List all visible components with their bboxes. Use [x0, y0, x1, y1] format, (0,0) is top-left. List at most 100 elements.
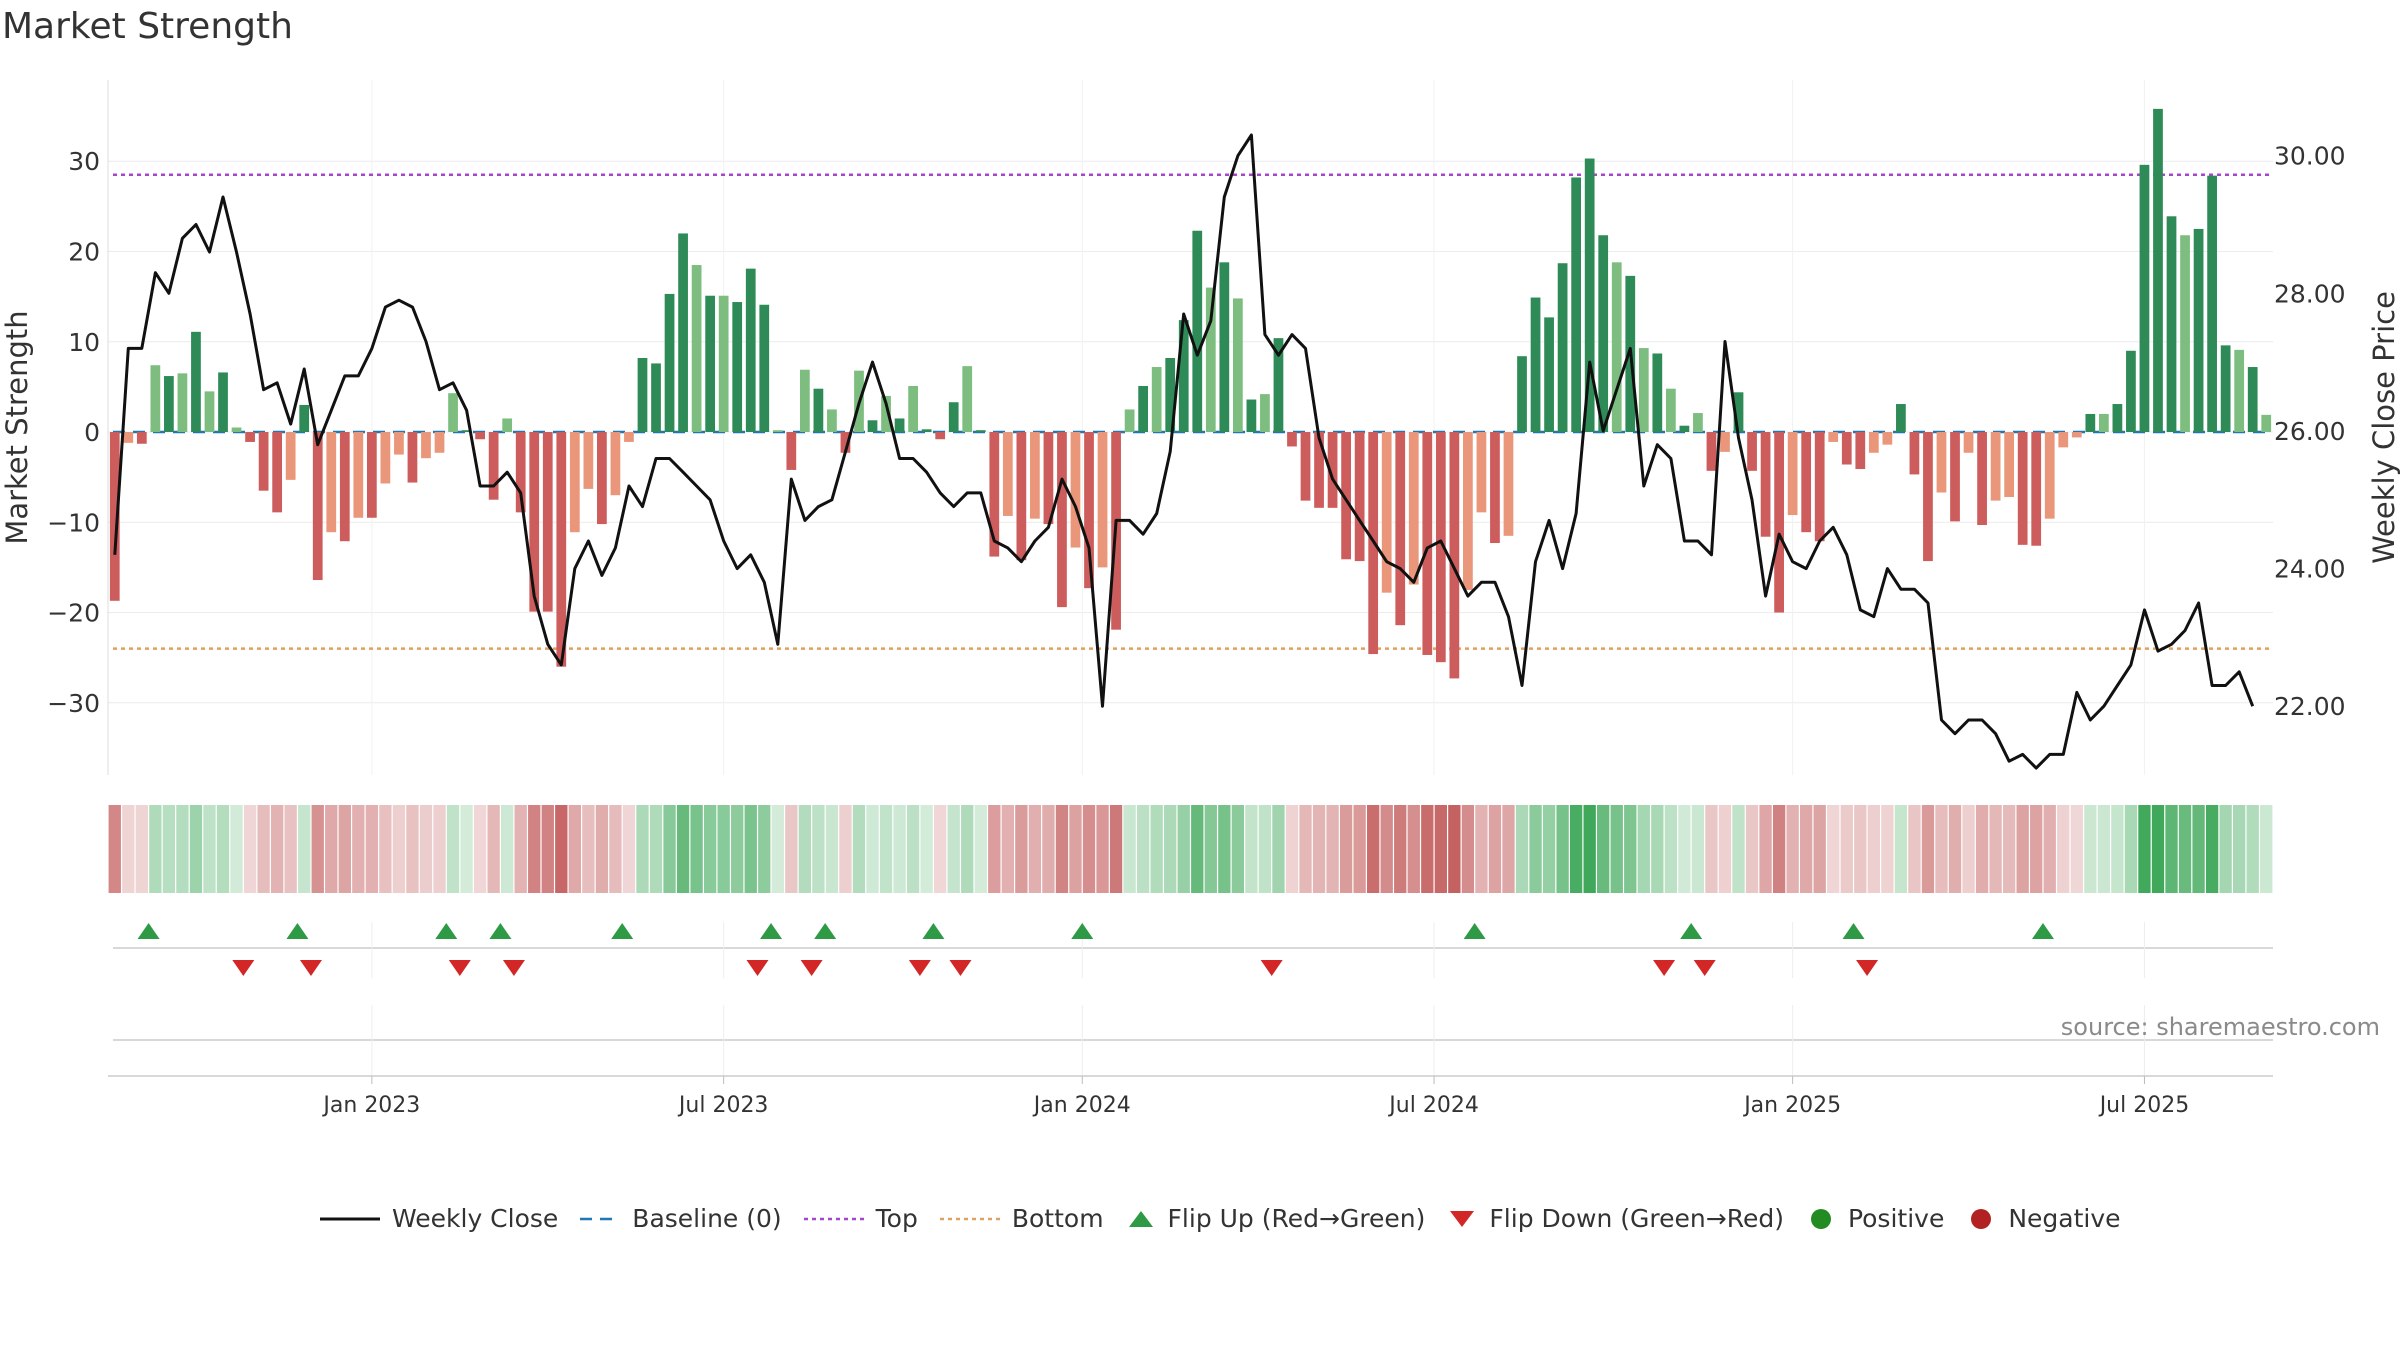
- flip-down-marker: [1693, 960, 1716, 976]
- legend-item-positive[interactable]: Positive: [1806, 1204, 1944, 1233]
- strength-bar: [1057, 432, 1067, 608]
- strength-bar: [2071, 432, 2082, 438]
- strength-bar: [1314, 432, 1324, 508]
- legend-item-close[interactable]: Weekly Close: [320, 1204, 558, 1233]
- flip-up-marker: [1463, 923, 1486, 939]
- strength-bar: [488, 432, 499, 500]
- strength-bar: [312, 432, 323, 581]
- baseline-dash-icon: [580, 1217, 621, 1220]
- heat-cell: [2097, 805, 2111, 893]
- strength-bar: [1611, 262, 1622, 433]
- heat-cell: [2070, 805, 2083, 893]
- strength-bar: [2126, 350, 2136, 433]
- strength-bar: [542, 432, 553, 612]
- flip-markers: [113, 922, 2273, 978]
- heat-cell: [446, 805, 460, 893]
- strength-bar: [245, 432, 255, 442]
- heat-cell: [1407, 805, 1420, 893]
- flip-up-marker: [611, 923, 634, 939]
- strength-bar: [2247, 367, 2258, 433]
- positive-dot-icon: [1810, 1208, 1831, 1229]
- heat-cell: [2016, 805, 2029, 893]
- heat-cell: [1475, 805, 1488, 893]
- legend-label-negative: Negative: [2008, 1204, 2121, 1233]
- source-note: source: sharemaestro.com: [2060, 1013, 2380, 1041]
- strength-bar: [718, 295, 729, 433]
- heat-cell: [189, 805, 203, 893]
- heat-cell: [2219, 805, 2232, 893]
- heat-cell: [676, 805, 690, 893]
- heat-cell: [473, 805, 487, 893]
- legend-label-flip-down: Flip Down (Green→Red): [1489, 1204, 1784, 1233]
- strength-bar: [2004, 432, 2015, 497]
- y2-tick-label: 26.00: [2274, 417, 2346, 446]
- strength-bar: [1381, 432, 1392, 593]
- heat-cell: [365, 805, 379, 893]
- heat-cell: [974, 805, 987, 893]
- strength-bar: [2261, 414, 2272, 433]
- legend-label-baseline: Baseline (0): [632, 1204, 782, 1233]
- strength-bar: [597, 432, 607, 525]
- strength-bar: [1896, 404, 1906, 433]
- y2-tick-label: 24.00: [2274, 555, 2346, 584]
- y-tick-label: −30: [47, 689, 100, 718]
- heat-cell: [1042, 805, 1055, 893]
- flip-up-marker: [1680, 923, 1703, 939]
- heat-cell: [1109, 805, 1123, 893]
- heat-cell: [1921, 805, 1935, 893]
- legend-item-flip-down[interactable]: Flip Down (Green→Red): [1447, 1204, 1784, 1233]
- strength-bar: [231, 427, 242, 433]
- heat-cell: [122, 805, 135, 893]
- legend-label-bottom: Bottom: [1011, 1204, 1104, 1233]
- strength-bar: [2193, 228, 2204, 433]
- strength-bar: [1733, 392, 1744, 433]
- heat-cell: [825, 805, 839, 893]
- strength-bar: [1787, 432, 1798, 516]
- legend-label-top: Top: [875, 1204, 918, 1233]
- heat-cell: [1529, 805, 1542, 893]
- heat-cell: [460, 805, 473, 893]
- heat-cell: [947, 805, 960, 893]
- strength-bar: [1463, 432, 1473, 590]
- strength-bar: [1598, 235, 1609, 433]
- strength-bar: [799, 369, 810, 433]
- strength-bar: [705, 295, 716, 433]
- heat-cell: [839, 805, 852, 893]
- heat-cell: [1827, 805, 1840, 893]
- strength-bar: [258, 432, 269, 491]
- heat-cell: [1610, 805, 1623, 893]
- heat-cell: [934, 805, 947, 893]
- legend-item-baseline[interactable]: Baseline (0): [580, 1204, 782, 1233]
- strength-bar: [962, 366, 973, 433]
- legend-item-negative[interactable]: Negative: [1966, 1204, 2121, 1233]
- strength-bar: [1476, 432, 1487, 513]
- strength-bar: [2112, 404, 2123, 433]
- flip-down-marker: [502, 960, 525, 976]
- heat-cell: [1745, 805, 1759, 893]
- legend-item-top[interactable]: Top: [803, 1204, 918, 1233]
- strength-bar: [1977, 432, 1987, 525]
- heat-cell: [1015, 805, 1028, 893]
- strength-bar: [529, 432, 540, 612]
- heat-cell: [1691, 805, 1705, 893]
- strength-bar: [191, 331, 201, 433]
- strength-bar: [1828, 432, 1839, 442]
- heat-cell: [135, 805, 148, 893]
- strength-bar: [1923, 432, 1933, 562]
- strength-bar: [894, 418, 905, 433]
- strength-bar: [1354, 432, 1365, 562]
- heat-cell: [2192, 805, 2205, 893]
- heat-cell: [1908, 805, 1921, 893]
- strength-bar: [2031, 432, 2042, 546]
- heat-cell: [879, 805, 893, 893]
- strength-bar: [2220, 345, 2231, 433]
- heat-cell: [325, 805, 338, 893]
- legend-item-bottom[interactable]: Bottom: [939, 1204, 1104, 1233]
- strength-bar: [136, 432, 147, 444]
- legend-item-flip-up[interactable]: Flip Up (Red→Green): [1126, 1204, 1425, 1233]
- strength-bar: [434, 432, 445, 453]
- strength-bar: [1097, 432, 1108, 568]
- heat-cell: [257, 805, 270, 893]
- bottom-dotted-icon: [939, 1217, 1000, 1220]
